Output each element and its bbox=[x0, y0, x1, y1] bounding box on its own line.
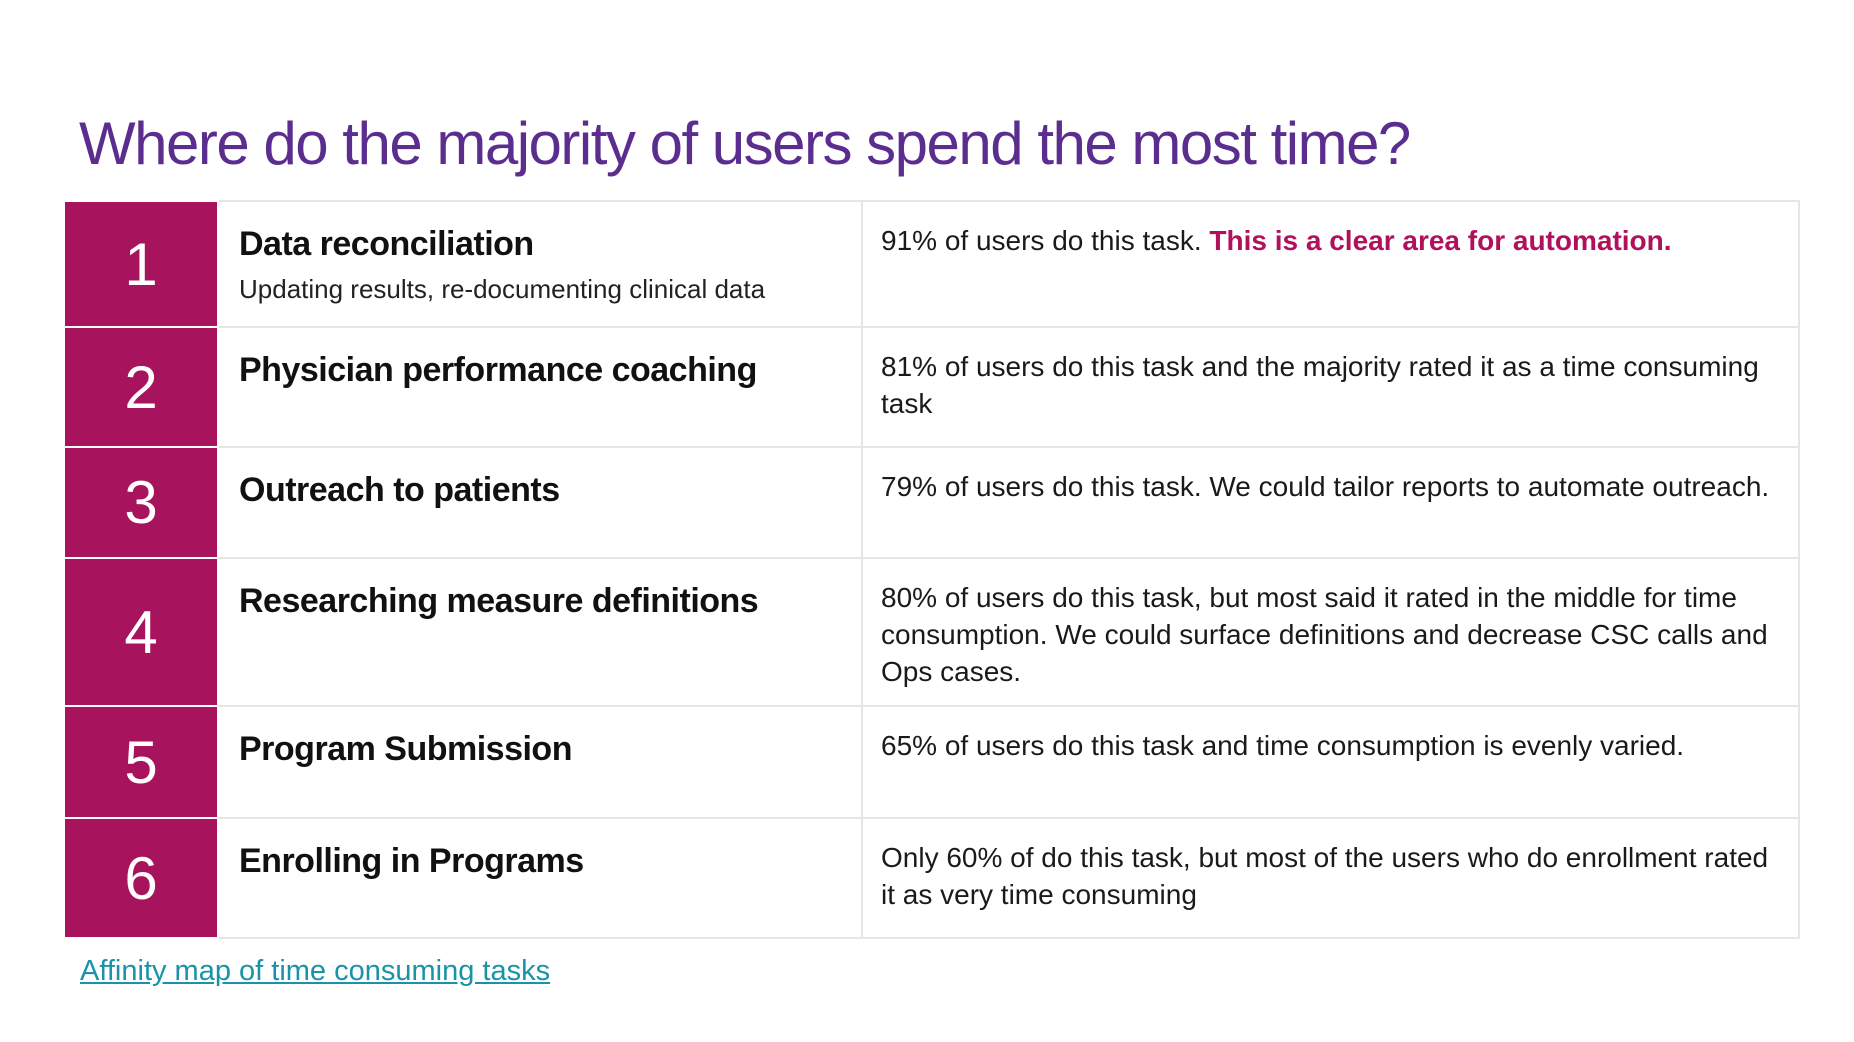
task-description: 81% of users do this task and the majori… bbox=[881, 351, 1759, 419]
task-description-cell: Only 60% of do this task, but most of th… bbox=[861, 817, 1800, 939]
task-description-cell: 80% of users do this task, but most said… bbox=[861, 557, 1800, 707]
task-description-cell: 79% of users do this task. We could tail… bbox=[861, 446, 1800, 559]
task-row: 5 Program Submission 65% of users do this … bbox=[63, 705, 1800, 819]
task-name: Enrolling in Programs bbox=[239, 842, 584, 880]
task-row: 6 Enrolling in Programs Only 60% of do thi… bbox=[63, 817, 1800, 939]
task-cell: Researching measure definitions bbox=[217, 557, 863, 707]
task-name: Physician performance coaching bbox=[239, 351, 757, 389]
task-description: Only 60% of do this task, but most of th… bbox=[881, 842, 1769, 910]
tasks-table-body: 1 Data reconciliation Updating results, re… bbox=[63, 200, 1800, 939]
task-name: Outreach to patients bbox=[239, 471, 560, 509]
task-cell: Enrolling in Programs bbox=[217, 817, 863, 939]
task-row: 2 Physician performance coaching 81% of us… bbox=[63, 326, 1800, 448]
rank-badge: 2 bbox=[63, 326, 219, 448]
rank-badge: 4 bbox=[63, 557, 219, 707]
task-description-cell: 65% of users do this task and time consu… bbox=[861, 705, 1800, 819]
task-description: 65% of users do this task and time consu… bbox=[881, 730, 1685, 761]
task-row: 3 Outreach to patients 79% of users do thi… bbox=[63, 446, 1800, 559]
task-cell: Outreach to patients bbox=[217, 446, 863, 559]
task-name: Data reconciliation bbox=[239, 225, 534, 263]
task-description-cell: 81% of users do this task and the majori… bbox=[861, 326, 1800, 448]
page-title: Where do the majority of users spend the… bbox=[79, 110, 1411, 177]
task-name: Researching measure definitions bbox=[239, 582, 759, 620]
task-cell: Program Submission bbox=[217, 705, 863, 819]
rank-badge: 3 bbox=[63, 446, 219, 559]
task-row: 1 Data reconciliation Updating results, re… bbox=[63, 200, 1800, 328]
tasks-table: 1 Data reconciliation Updating results, re… bbox=[63, 200, 1800, 939]
rank-badge: 6 bbox=[63, 817, 219, 939]
task-row: 4 Researching measure definitions 80% of u… bbox=[63, 557, 1800, 707]
rank-badge: 5 bbox=[63, 705, 219, 819]
task-description: 91% of users do this task. bbox=[881, 225, 1210, 256]
task-subtitle: Updating results, re-documenting clinica… bbox=[239, 274, 766, 304]
task-description: 80% of users do this task, but most said… bbox=[881, 582, 1768, 687]
task-cell: Physician performance coaching bbox=[217, 326, 863, 448]
task-description: 79% of users do this task. We could tail… bbox=[881, 471, 1770, 502]
task-description-highlight: This is a clear area for automation. bbox=[1209, 225, 1672, 256]
affinity-map-link[interactable]: Affinity map of time consuming tasks bbox=[80, 955, 551, 987]
task-description-cell: 91% of users do this task. This is a cle… bbox=[861, 200, 1800, 328]
task-name: Program Submission bbox=[239, 730, 572, 768]
task-cell: Data reconciliation Updating results, re-… bbox=[217, 200, 863, 328]
rank-badge: 1 bbox=[63, 200, 219, 328]
